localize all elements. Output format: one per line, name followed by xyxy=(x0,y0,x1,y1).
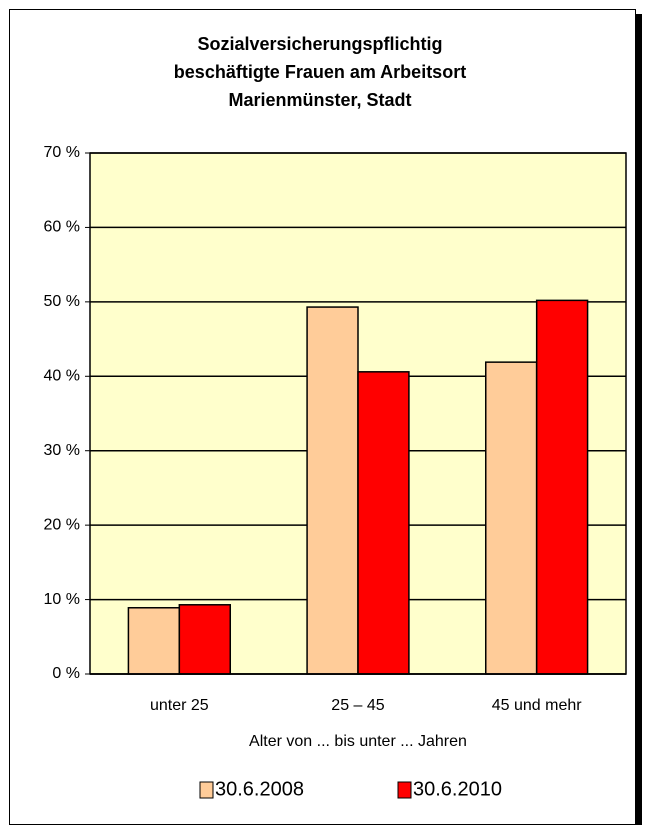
x-tick-label: 25 – 45 xyxy=(331,697,384,714)
bar xyxy=(535,299,589,675)
y-tick-label: 50 % xyxy=(44,293,80,310)
x-tick-label: unter 25 xyxy=(150,697,209,714)
bar xyxy=(484,361,538,675)
y-tick-label: 40 % xyxy=(44,368,80,385)
y-tick-label: 60 % xyxy=(44,219,80,236)
bar xyxy=(127,607,181,675)
legend-label: 30.6.2008 xyxy=(215,778,304,800)
chart-title: Marienmünster, Stadt xyxy=(228,90,411,110)
chart-title: Sozialversicherungspflichtig xyxy=(197,34,442,54)
y-tick-label: 30 % xyxy=(44,442,80,459)
frame-shadow xyxy=(636,14,642,825)
y-tick-label: 0 % xyxy=(52,665,80,682)
x-tick-label: 45 und mehr xyxy=(492,697,583,714)
chart-title: beschäftigte Frauen am Arbeitsort xyxy=(174,62,466,82)
plot-border xyxy=(89,152,627,675)
y-tick-label: 70 % xyxy=(44,144,80,161)
bar xyxy=(357,371,410,675)
x-axis-label: Alter von ... bis unter ... Jahren xyxy=(249,733,467,750)
y-tick-label: 10 % xyxy=(44,591,80,608)
bar xyxy=(306,306,359,675)
legend-label: 30.6.2010 xyxy=(413,778,502,800)
y-tick-label: 20 % xyxy=(44,516,80,533)
legend-swatch xyxy=(199,781,214,799)
bar xyxy=(178,604,232,675)
legend-swatch xyxy=(397,781,412,799)
